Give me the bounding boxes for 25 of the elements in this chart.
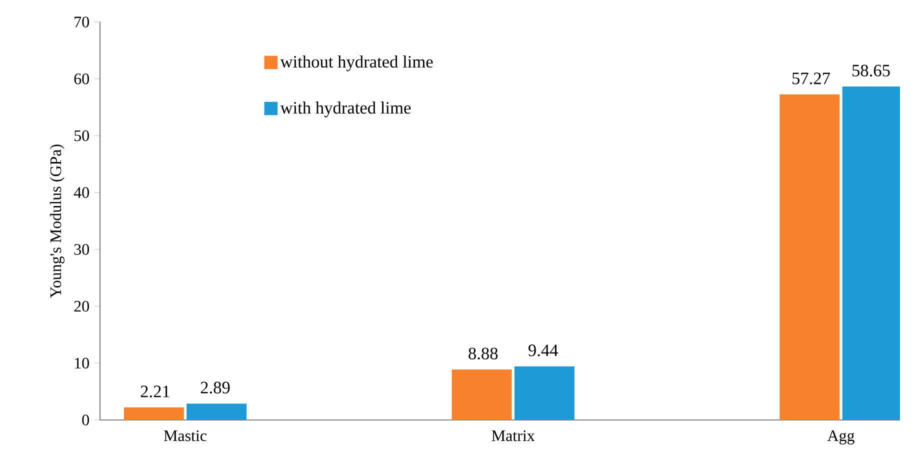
y-tick-label: 0	[82, 414, 89, 426]
y-tick-label: 60	[74, 73, 89, 84]
y-axis-title: Young's Modulus (GPa)	[50, 144, 64, 298]
y-tick-label: 70	[74, 16, 89, 28]
bar	[452, 370, 512, 420]
x-tick-label: Matrix	[492, 430, 535, 442]
data-label: 2.89	[200, 382, 230, 394]
bar	[780, 94, 840, 420]
data-label: 8.88	[468, 348, 498, 360]
y-tick-label: 10	[75, 358, 89, 369]
y-tick-label: 50	[74, 130, 89, 142]
x-tick-label: Mastic	[164, 430, 207, 442]
legend-label: with hydrated lime	[280, 102, 411, 118]
legend-label: without hydrated lime	[280, 55, 433, 72]
data-label: 57.27	[792, 72, 830, 84]
bar	[514, 366, 574, 420]
y-tick-label: 30	[74, 244, 89, 255]
y-tick-label: 40	[74, 187, 89, 198]
bar	[186, 404, 247, 420]
data-label: 58.65	[852, 64, 890, 76]
data-label: 9.44	[528, 344, 558, 356]
x-tick-label: Agg	[827, 430, 854, 444]
y-tick-label: 20	[74, 300, 89, 312]
data-label: 2.21	[140, 386, 170, 398]
bar	[124, 407, 184, 420]
